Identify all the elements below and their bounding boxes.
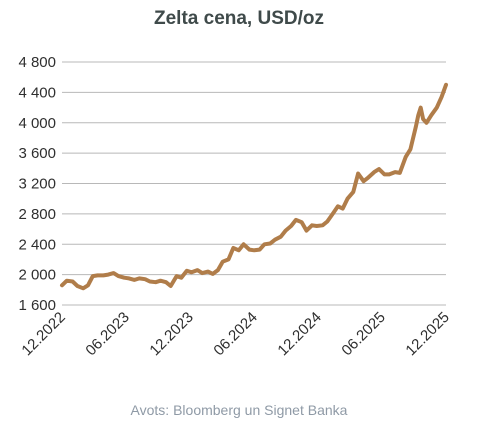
source-note: Avots: Bloomberg un Signet Banka [130,402,348,418]
y-tick-label: 2 000 [18,267,56,284]
x-tick-label: 06.2023 [82,309,132,359]
chart-title: Zelta cena, USD/oz [154,8,324,29]
x-tick-label: 12.2023 [146,309,196,359]
gold-price-line [60,82,448,291]
y-tick-label: 1 600 [18,297,56,314]
x-tick-label: 06.2025 [338,309,388,359]
x-tick-label: 06.2024 [210,309,260,359]
y-tick-label: 3 200 [18,176,56,193]
y-tick-label: 4 400 [18,84,56,101]
y-tick-label: 4 800 [18,54,56,71]
y-axis-ticks: 1 600 2 000 2 400 2 800 3 200 3 600 4 000 4 400… [18,54,56,314]
y-tick-label: 3 600 [18,145,56,162]
x-axis-ticks: 12.2022 06.2023 12.2023 06.2024 12.2024 06.20… [18,309,452,359]
y-tick-label: 2 400 [18,236,56,253]
y-tick-label: 2 800 [18,206,56,223]
x-tick-label: 12.2025 [402,309,452,359]
gridlines [62,61,446,306]
y-tick-label: 4 000 [18,115,56,132]
x-tick-label: 12.2022 [18,309,68,359]
x-tick-label: 12.2024 [274,309,324,359]
